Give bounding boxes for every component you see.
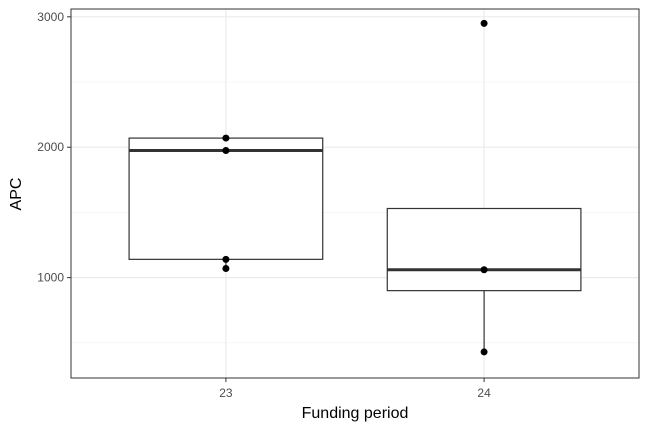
y-tick-label: 2000 [37,140,64,154]
box-23 [128,137,324,269]
x-axis: 23 24 [219,378,491,400]
data-point [222,255,230,263]
data-point [480,19,488,27]
data-point [480,266,488,274]
data-point [480,348,488,356]
data-point [222,134,230,142]
x-tick-label: 23 [219,386,233,400]
data-point [222,146,230,154]
panel-border [70,8,640,379]
x-axis-title: Funding period [302,405,409,422]
y-axis-title: APC [8,178,25,211]
box-iqr [128,137,324,260]
data-points [222,19,488,356]
y-tick-label: 3000 [37,10,64,24]
x-tick-label: 24 [477,386,491,400]
box-iqr [386,207,582,292]
data-point [222,264,230,272]
y-axis: 1000 2000 3000 [37,10,71,285]
boxes [128,137,582,352]
y-tick-label: 1000 [37,271,64,285]
